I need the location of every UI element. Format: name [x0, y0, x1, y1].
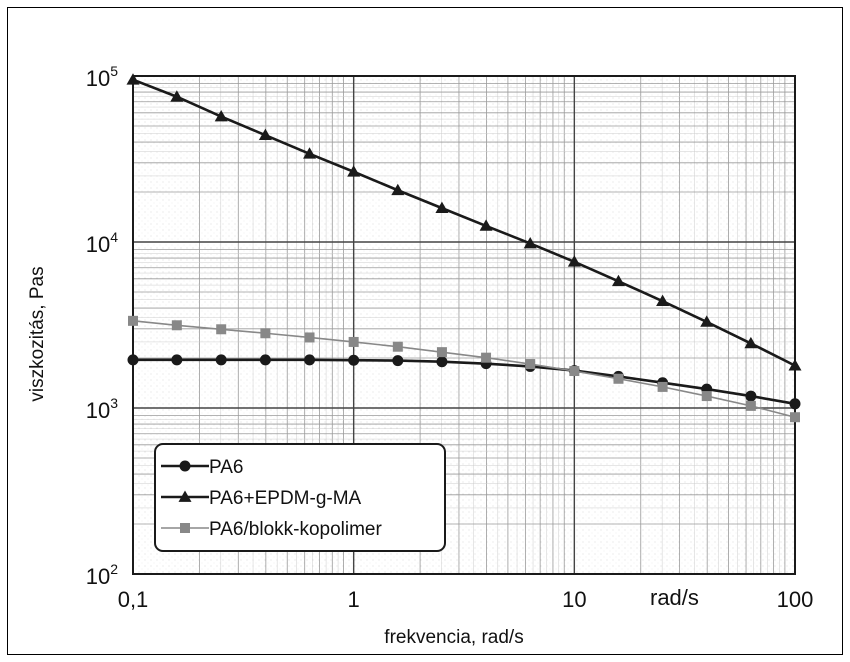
series-triangle — [126, 73, 802, 371]
x-tick-label: 0,1 — [118, 587, 149, 612]
minor-grid — [133, 76, 795, 574]
legend-label: PA6/blokk-kopolimer — [209, 519, 383, 540]
data-point — [348, 354, 360, 366]
legend-label: PA6 — [209, 457, 244, 478]
series-square — [128, 315, 800, 423]
series-layer — [126, 73, 802, 423]
legend: PA6 PA6+EPDM-g-MA PA6/blokk-kopolimer — [154, 443, 446, 552]
data-point — [303, 147, 317, 159]
data-point — [479, 219, 493, 231]
data-point — [789, 398, 801, 410]
data-point — [790, 412, 800, 423]
data-point — [788, 359, 802, 371]
series-line — [132, 320, 796, 418]
data-point — [700, 315, 714, 327]
y-tick-label: 102 — [86, 561, 118, 589]
x-tick-label: 100 — [777, 587, 814, 612]
y-tick-labels: 102 103 104 105 — [86, 63, 118, 589]
data-point — [304, 354, 316, 366]
data-point — [436, 356, 448, 368]
data-point — [170, 90, 184, 102]
data-point — [569, 366, 580, 377]
x-tick-label: 1 — [348, 587, 360, 612]
data-point — [348, 336, 359, 347]
data-point — [391, 183, 405, 196]
data-point — [216, 324, 227, 335]
data-point — [127, 354, 139, 366]
data-point — [128, 315, 138, 326]
data-point — [347, 165, 361, 177]
series-line — [132, 78, 796, 367]
data-point — [657, 381, 668, 392]
data-point — [258, 128, 272, 141]
data-point — [745, 400, 756, 411]
x-tick-label: 10 — [562, 587, 586, 612]
y-axis-label: viszkozitás, Pas — [27, 266, 48, 401]
x-tick-labels: 0,1 1 10 100 — [118, 587, 814, 612]
legend-label: PA6+EPDM-g-MA — [209, 488, 362, 509]
data-point — [567, 255, 581, 267]
data-point — [436, 347, 447, 358]
legend-marker — [179, 460, 191, 472]
data-point — [656, 294, 670, 307]
data-point — [214, 110, 228, 122]
y-tick-label: 105 — [86, 63, 118, 91]
data-point — [260, 328, 271, 339]
data-point — [304, 332, 315, 343]
data-point — [745, 390, 757, 402]
y-tick-label: 103 — [86, 395, 118, 423]
data-point — [259, 354, 271, 366]
x-axis-label: frekvencia, rad/s — [384, 627, 523, 648]
legend-marker — [180, 523, 190, 533]
data-point — [171, 320, 182, 331]
data-point — [613, 373, 624, 384]
data-point — [523, 236, 537, 249]
axis-annotation: rad/s — [650, 585, 699, 610]
data-point — [215, 354, 227, 366]
data-point — [171, 354, 183, 366]
data-point — [126, 73, 140, 85]
data-point — [481, 352, 492, 363]
data-point — [525, 359, 536, 370]
y-tick-label: 104 — [86, 229, 118, 257]
series-line — [133, 358, 796, 406]
data-point — [435, 201, 449, 213]
legend-marker — [178, 490, 192, 502]
data-point — [701, 391, 712, 402]
data-point — [392, 341, 403, 352]
legend-box — [154, 443, 446, 552]
data-point — [611, 274, 625, 287]
data-point — [392, 355, 404, 367]
data-point — [744, 336, 758, 349]
